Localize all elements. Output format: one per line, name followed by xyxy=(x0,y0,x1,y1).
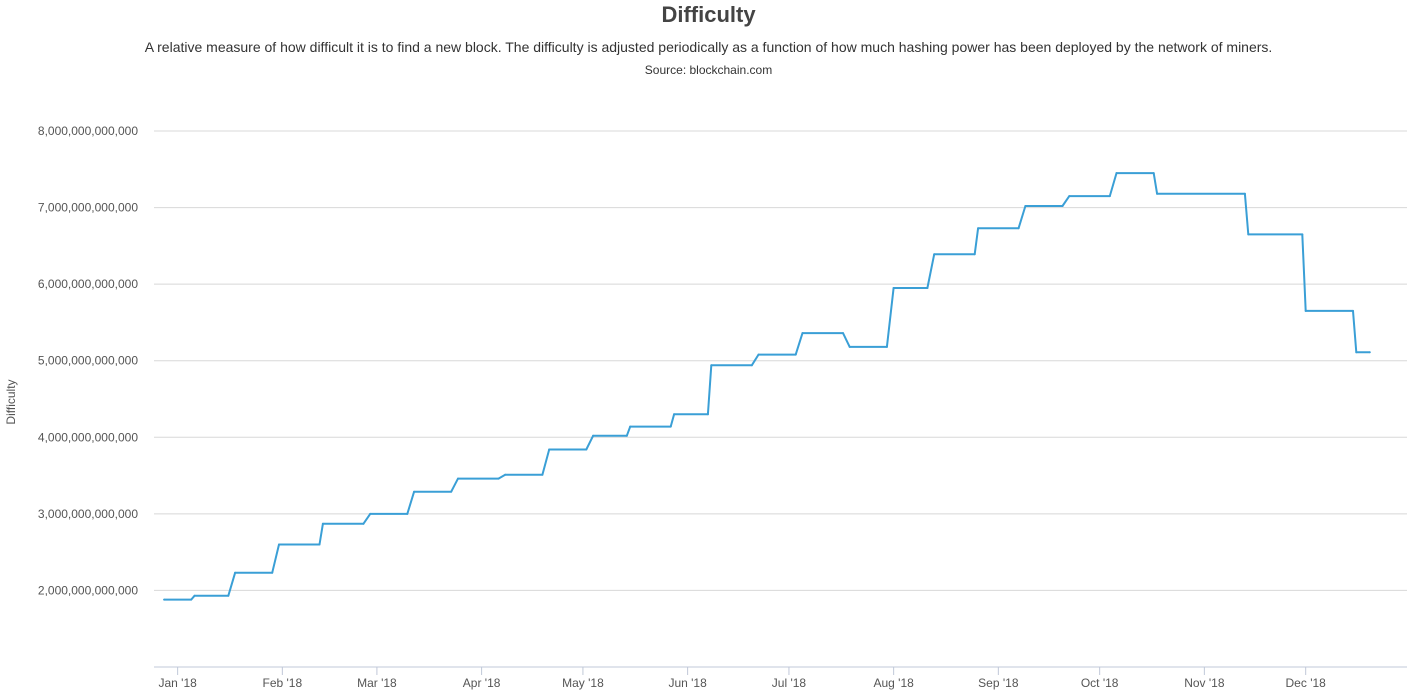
data-point xyxy=(318,543,321,546)
data-point xyxy=(406,512,409,515)
chart-subtitle: A relative measure of how difficult it i… xyxy=(144,39,1273,55)
data-point xyxy=(706,413,709,416)
data-point xyxy=(278,543,280,546)
data-point xyxy=(497,477,500,480)
data-point xyxy=(977,227,980,230)
data-point xyxy=(190,598,193,601)
data-point xyxy=(234,571,237,574)
x-tick-label: Aug '18 xyxy=(873,676,914,690)
data-point xyxy=(794,353,797,356)
x-tick-label: Oct '18 xyxy=(1081,676,1119,690)
y-axis-tick-labels: 2,000,000,000,000 3,000,000,000,000 4,000,… xyxy=(38,124,138,597)
data-point xyxy=(710,364,713,367)
data-point xyxy=(973,253,976,256)
y-tick-label: 6,000,000,000,000 xyxy=(38,277,138,291)
data-point xyxy=(848,345,851,348)
data-point xyxy=(450,490,453,493)
data-point xyxy=(362,522,365,525)
data-point xyxy=(271,571,274,574)
data-point xyxy=(669,425,672,428)
data-point xyxy=(592,434,595,437)
y-tick-label: 5,000,000,000,000 xyxy=(38,354,138,368)
data-point xyxy=(1243,192,1246,195)
data-point xyxy=(1304,309,1307,312)
y-tick-label: 4,000,000,000,000 xyxy=(38,430,138,444)
grid-lines xyxy=(154,130,1407,591)
data-point xyxy=(227,594,230,597)
data-point xyxy=(1355,351,1358,354)
x-tick-label: Dec '18 xyxy=(1286,676,1327,690)
x-tick-label: May '18 xyxy=(562,676,604,690)
data-point xyxy=(1108,195,1111,198)
y-tick-label: 8,000,000,000,000 xyxy=(38,124,138,138)
data-point xyxy=(1368,351,1371,354)
series-layer xyxy=(163,172,1371,601)
x-tick-label: Apr '18 xyxy=(463,676,501,690)
data-point xyxy=(625,434,628,437)
data-point xyxy=(548,448,551,451)
data-point xyxy=(541,473,544,476)
x-axis-tick-labels: Jan '18 Feb '18 Mar '18 Apr '18 May '18 Jun '… xyxy=(158,667,1326,690)
chart-title: Difficulty xyxy=(661,2,756,27)
x-tick-label: Jun '18 xyxy=(668,676,707,690)
data-point xyxy=(1068,195,1071,198)
data-point xyxy=(750,364,753,367)
data-point xyxy=(757,353,760,356)
data-point xyxy=(413,490,416,493)
data-point xyxy=(1024,205,1027,207)
x-tick-label: Mar '18 xyxy=(357,676,397,690)
data-point xyxy=(926,287,929,289)
y-tick-label: 2,000,000,000,000 xyxy=(38,583,138,597)
data-point xyxy=(885,345,888,348)
data-point xyxy=(892,287,895,289)
x-tick-label: Sep '18 xyxy=(978,676,1019,690)
data-point xyxy=(1017,227,1020,230)
data-point xyxy=(163,598,166,601)
y-tick-label: 7,000,000,000,000 xyxy=(38,201,138,215)
y-tick-label: 3,000,000,000,000 xyxy=(38,507,138,521)
x-tick-label: Jul '18 xyxy=(772,676,807,690)
x-tick-label: Jan '18 xyxy=(158,676,197,690)
chart-source: Source: blockchain.com xyxy=(644,63,773,77)
data-point xyxy=(457,477,459,480)
data-point xyxy=(801,332,804,335)
data-point xyxy=(1061,205,1064,207)
data-point xyxy=(369,512,372,515)
data-point xyxy=(842,332,844,335)
data-point xyxy=(1301,233,1304,236)
data-point xyxy=(1152,172,1155,175)
data-point xyxy=(1115,172,1118,175)
data-point xyxy=(321,522,324,525)
data-point xyxy=(504,473,507,476)
x-tick-label: Nov '18 xyxy=(1184,676,1225,690)
difficulty-series-line xyxy=(164,172,1370,601)
data-point xyxy=(1156,192,1159,195)
x-tick-label: Feb '18 xyxy=(263,676,303,690)
data-point xyxy=(629,425,632,428)
data-point xyxy=(1352,309,1354,312)
data-point xyxy=(673,413,676,416)
y-axis-title: Difficulty xyxy=(4,379,18,424)
data-point xyxy=(1247,233,1250,236)
data-point xyxy=(933,253,936,256)
data-point xyxy=(193,594,196,597)
data-point xyxy=(585,448,588,451)
